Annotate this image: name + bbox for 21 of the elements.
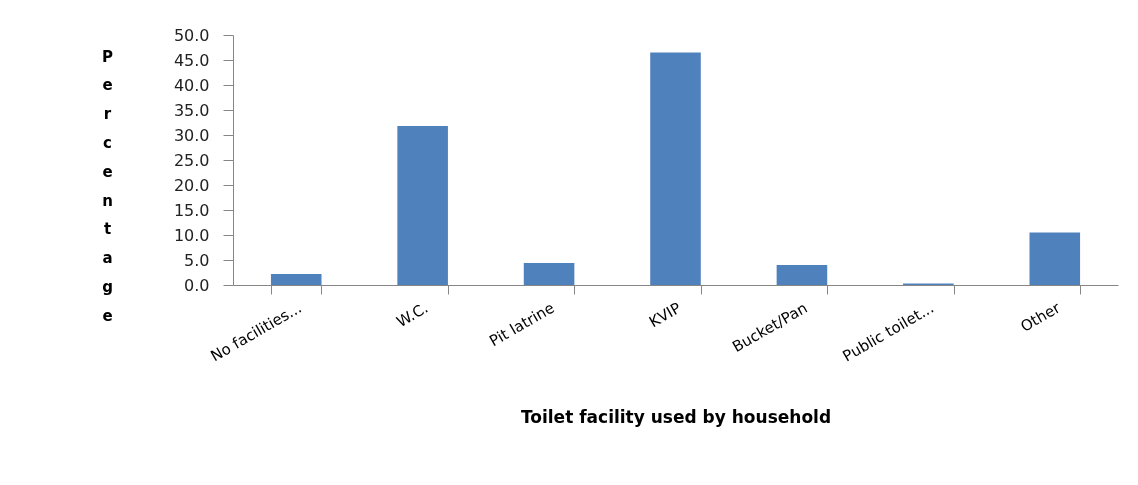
bar — [523, 263, 575, 285]
y-tick-label: 15.0 — [173, 200, 210, 220]
y-tick-label: 45.0 — [173, 50, 210, 70]
text: Percentage — [102, 47, 113, 325]
y-tick-label: 10.0 — [173, 225, 210, 245]
y-tick-label: 5.0 — [184, 250, 210, 270]
x-axis-title: Toilet facility used by household — [520, 406, 832, 427]
y-tick-label: 30.0 — [173, 125, 210, 145]
y-tick-label: 35.0 — [173, 100, 210, 120]
y-tick-label: 20.0 — [173, 175, 210, 195]
bar — [776, 265, 828, 285]
y-tick-label: 0.0 — [184, 275, 210, 295]
y-tick-label: 40.0 — [173, 75, 210, 95]
bar — [650, 52, 701, 285]
bar — [1029, 232, 1081, 285]
x-tick-label: W.C. — [393, 298, 432, 331]
bar — [397, 126, 448, 285]
bar — [270, 274, 322, 285]
y-tick-label: 25.0 — [173, 150, 210, 170]
y-tick-label: 50.0 — [173, 25, 210, 45]
x-tick-label: KVIP — [645, 298, 684, 332]
